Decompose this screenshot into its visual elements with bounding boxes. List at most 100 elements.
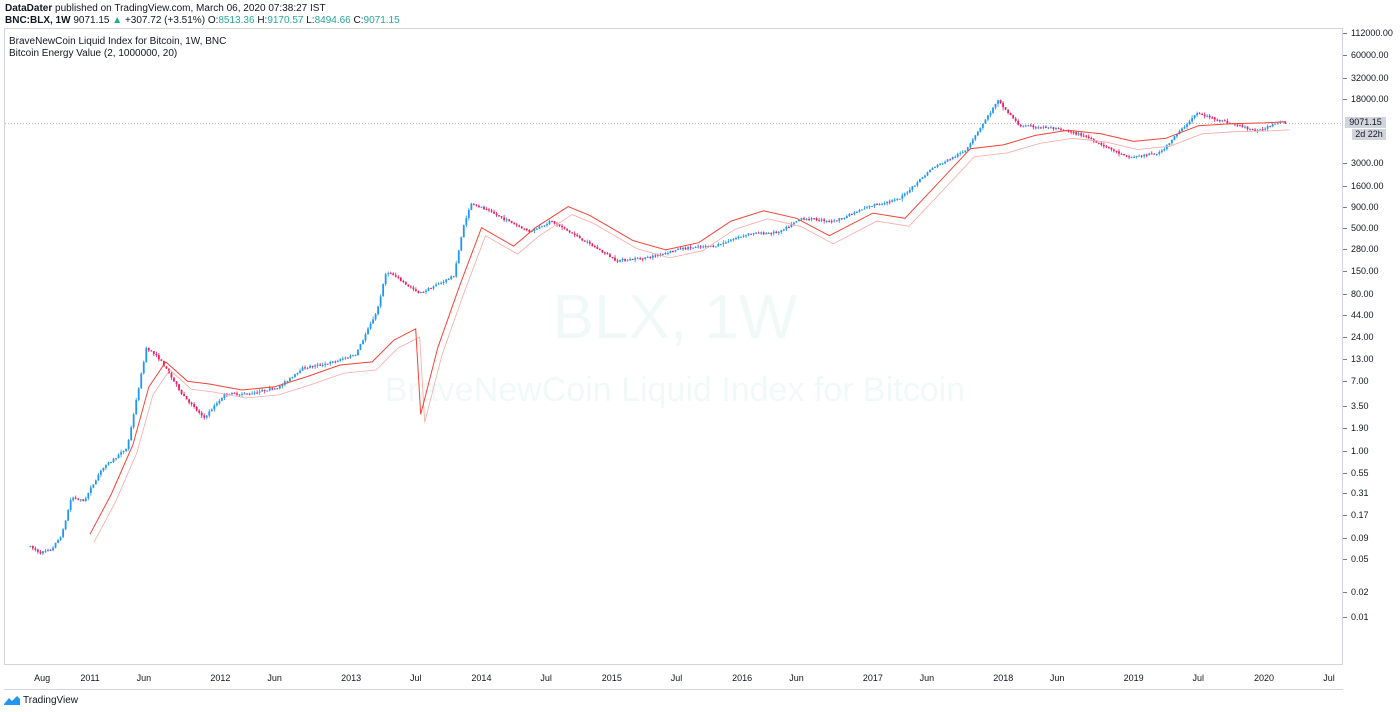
candle-down	[1110, 147, 1113, 150]
candle-up	[903, 193, 906, 196]
candle-down	[813, 218, 815, 220]
candle-up	[321, 364, 324, 366]
candle-up	[911, 186, 914, 190]
candle-up	[913, 185, 916, 187]
candle-down	[412, 287, 415, 290]
candle-up	[709, 245, 712, 247]
candle-up	[62, 529, 65, 538]
candle-up	[795, 221, 798, 223]
current-price-label: 9071.15	[1345, 117, 1386, 128]
candle-up	[1196, 113, 1199, 116]
candle-up	[215, 403, 218, 406]
candle-down	[430, 288, 432, 290]
candle-up	[745, 235, 747, 237]
candle-up	[210, 409, 213, 412]
candle-up	[364, 334, 367, 341]
candle-up	[420, 291, 422, 293]
candle-down	[503, 217, 506, 220]
candle-down	[649, 256, 652, 258]
candle-down	[190, 402, 193, 405]
candle-up	[901, 195, 904, 199]
candle-up	[737, 236, 740, 239]
candle-down	[498, 215, 500, 217]
candle-down	[573, 233, 576, 235]
candle-down	[198, 410, 201, 413]
candle-up	[979, 127, 982, 132]
candle-down	[422, 291, 425, 293]
candle-down	[770, 233, 773, 235]
price-tick-label: 24.00	[1343, 331, 1374, 342]
candle-down	[326, 363, 329, 365]
indicator-legend[interactable]: Bitcoin Energy Value (2, 1000000, 20)	[9, 48, 178, 59]
close-value: 9071.15	[363, 15, 400, 26]
price-tick-label: 80.00	[1343, 288, 1374, 299]
footer-brand: TradingView	[23, 695, 79, 706]
candle-down	[1145, 154, 1148, 156]
time-tick-label: 2017	[862, 673, 883, 683]
candle-down	[1153, 153, 1156, 155]
candle-down	[1241, 125, 1244, 128]
time-tick-label: 2019	[1123, 673, 1144, 683]
price-tick-label: 0.05	[1343, 554, 1369, 565]
candle-up	[97, 474, 100, 481]
candle-down	[1284, 121, 1287, 124]
candle-up	[782, 229, 785, 231]
candle-up	[374, 314, 377, 320]
time-tick-label: Jun	[919, 673, 935, 683]
candle-down	[1113, 149, 1115, 151]
candle-up	[84, 498, 87, 502]
candle-up	[992, 107, 994, 113]
candle-down	[1062, 129, 1065, 131]
candle-down	[1032, 125, 1035, 128]
price-tick-label: 0.09	[1343, 532, 1369, 543]
candle-down	[1216, 119, 1219, 121]
candle-up	[102, 467, 105, 471]
time-axis[interactable]: Aug 2011 Jun 2012 Jun 2013 Jul 2014 Jul 2015 Jul 20…	[4, 665, 1343, 690]
symbol: BNC:BLX, 1W	[5, 15, 71, 26]
candle-up	[120, 452, 122, 455]
candle-up	[142, 362, 145, 374]
candle-up	[213, 405, 216, 410]
candle-down	[1070, 131, 1073, 133]
candle-up	[747, 233, 750, 236]
candle-up	[868, 206, 871, 208]
candle-up	[740, 236, 742, 238]
candle-up	[110, 461, 112, 463]
candle-up	[425, 290, 427, 292]
candle-up	[667, 253, 669, 255]
candle-up	[586, 241, 589, 243]
candle-down	[631, 259, 634, 261]
candle-up	[626, 260, 629, 262]
candle-up	[861, 209, 863, 211]
candle-down	[407, 284, 410, 287]
candle-down	[528, 230, 531, 232]
price-axis[interactable]: 112000.00 60000.00 32000.00 18000.00 3000.00…	[1343, 28, 1400, 665]
candle-up	[727, 241, 730, 243]
candle-up	[719, 243, 722, 245]
candle-down	[571, 232, 574, 234]
candle-up	[798, 219, 800, 222]
price-tick-label: 18000.00	[1343, 93, 1389, 104]
candle-up	[724, 242, 727, 244]
candle-down	[311, 365, 314, 367]
candle-up	[241, 393, 243, 395]
time-tick-label: Jul	[409, 673, 422, 683]
candle-up	[881, 203, 884, 205]
candle-up	[72, 497, 75, 501]
candle-up	[1173, 136, 1176, 140]
candle-up	[543, 225, 546, 227]
candle-down	[34, 548, 37, 550]
footer: TradingView	[4, 693, 78, 709]
candle-down	[1057, 128, 1060, 130]
candle-up	[1183, 126, 1186, 129]
candle-down	[508, 219, 511, 221]
main-series-legend[interactable]: BraveNewCoin Liquid Index for Bitcoin, 1…	[9, 36, 227, 47]
candle-up	[785, 226, 788, 230]
candle-up	[289, 378, 291, 382]
candle-down	[195, 406, 198, 411]
chart-pane[interactable]	[4, 28, 1343, 665]
candle-up	[682, 247, 684, 250]
candle-up	[92, 484, 95, 488]
candle-down	[334, 361, 337, 363]
candle-down	[1002, 103, 1004, 108]
